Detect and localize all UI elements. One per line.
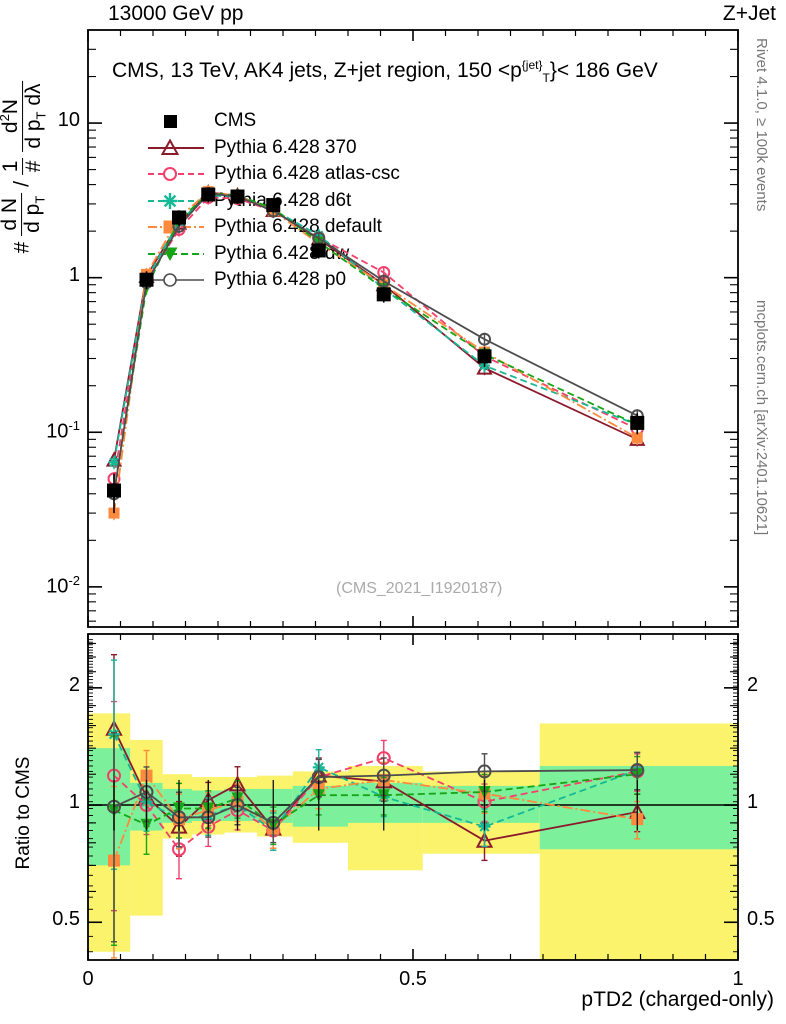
main-plot-title: CMS, 13 TeV, AK4 jets, Z+jet region, 150… xyxy=(112,58,658,86)
legend-marker-p0 xyxy=(148,267,206,293)
cms-data-point xyxy=(477,349,492,364)
cms-data-point xyxy=(266,198,281,213)
legend-item[interactable]: Pythia 6.428 d6t xyxy=(148,188,400,215)
ratio-series-line xyxy=(113,769,638,824)
legend-marker-d6t xyxy=(148,188,206,214)
ratio-y-tick-label-right: 0.5 xyxy=(747,908,775,931)
main-y-tick-label: 10-1 xyxy=(46,418,80,443)
main-panel-frame xyxy=(87,29,739,628)
main-series-line xyxy=(113,196,638,479)
ratio-y-tick-label-left: 1 xyxy=(68,791,80,814)
ratio-y-tick-label-left: 2 xyxy=(68,673,80,696)
x-tick-label: 0 xyxy=(82,968,94,990)
ratio-y-tick-label-right: 2 xyxy=(747,673,759,696)
analysis-id-watermark: (CMS_2021_I1920187) xyxy=(336,580,503,597)
main-series-line xyxy=(113,190,638,514)
x-tick-label: 0.5 xyxy=(399,968,427,990)
legend-marker-atlas-csc xyxy=(148,161,206,187)
mcplots-reference-note: mcplots.cern.ch [arXiv:2401.10621] xyxy=(753,300,770,536)
main-data-point xyxy=(108,456,120,468)
cms-data-point xyxy=(311,243,326,258)
main-series-line xyxy=(113,192,638,494)
legend-label: Pythia 6.428 d6t xyxy=(214,189,352,211)
legend-label: Pythia 6.428 370 xyxy=(214,136,357,158)
cms-data-point xyxy=(107,483,121,498)
main-data-point xyxy=(478,332,491,346)
main-series-line xyxy=(113,192,638,493)
ratio-series-line xyxy=(113,757,638,851)
main-data-point xyxy=(377,274,391,288)
header-collision-energy: 13000 GeV pp xyxy=(108,2,244,25)
legend-item[interactable]: Pythia 6.428 370 xyxy=(148,135,400,162)
ratio-series-line xyxy=(113,773,638,826)
legend-label: Pythia 6.428 p0 xyxy=(214,269,347,291)
legend-item[interactable]: CMS xyxy=(148,108,400,135)
rivet-version-note: Rivet 4.1.0, ≥ 100k events xyxy=(753,38,770,212)
ratio-series-line xyxy=(113,773,638,861)
legend-item[interactable]: Pythia 6.428 p0 xyxy=(148,267,400,294)
main-y-tick-label: 10-2 xyxy=(46,572,80,598)
legend-label: Pythia 6.428 atlas-csc xyxy=(214,163,400,185)
uncertainty-band-inner xyxy=(88,748,131,866)
cms-data-point xyxy=(139,272,154,287)
legend-item[interactable]: Pythia 6.428 atlas-csc xyxy=(148,161,400,188)
cms-data-point xyxy=(230,189,245,204)
ratio-y-tick-label-right: 1 xyxy=(747,791,759,814)
ratio-series-line xyxy=(113,728,638,842)
main-data-point xyxy=(631,432,643,444)
x-tick-label: 1 xyxy=(732,968,744,990)
main-series-line xyxy=(113,191,638,461)
cms-data-point xyxy=(172,210,186,225)
main-y-tick-label: 10 xyxy=(57,109,80,132)
cms-data-point xyxy=(201,187,216,202)
legend-marker-p370 xyxy=(148,135,206,161)
cms-data-point xyxy=(630,415,645,430)
ratio-series-line xyxy=(113,733,638,832)
ratio-data-point xyxy=(477,764,492,779)
x-axis-label: pTD2 (charged-only) xyxy=(581,988,774,1011)
main-series-line xyxy=(113,194,638,463)
legend-marker-cms xyxy=(148,108,206,134)
header-process: Z+Jet xyxy=(722,2,776,25)
ratio-y-tick-label-left: 0.5 xyxy=(52,908,80,931)
ratio-data-point xyxy=(630,763,645,778)
main-y-tick-label: 1 xyxy=(68,263,80,286)
cms-data-point xyxy=(376,287,391,302)
legend-label: CMS xyxy=(214,110,257,132)
